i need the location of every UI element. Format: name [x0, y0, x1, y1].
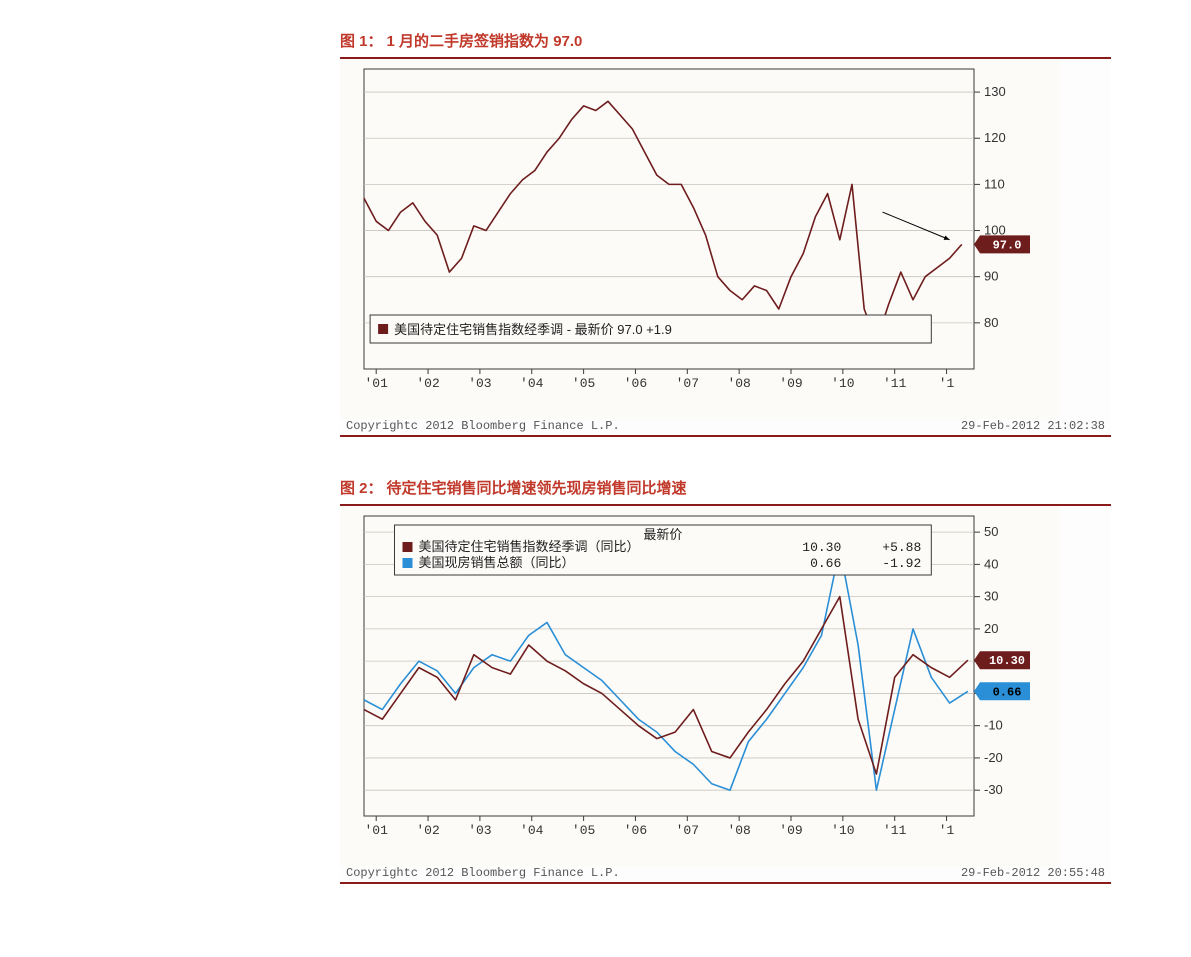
chart2-title-prefix: 图 2： [340, 480, 383, 497]
svg-text:50: 50 [984, 524, 998, 539]
svg-text:'09: '09 [779, 823, 802, 838]
svg-text:'08: '08 [727, 376, 750, 391]
svg-text:'07: '07 [676, 823, 699, 838]
svg-text:130: 130 [984, 84, 1006, 99]
svg-text:+5.88: +5.88 [882, 540, 921, 555]
svg-text:20: 20 [984, 621, 998, 636]
svg-text:40: 40 [984, 556, 998, 571]
svg-text:10.30: 10.30 [989, 654, 1025, 668]
svg-text:80: 80 [984, 315, 998, 330]
chart2-container: -30-20-1001020304050'01'02'03'04'05'06'0… [340, 504, 1111, 884]
svg-text:-1.92: -1.92 [882, 556, 921, 571]
svg-text:0.66: 0.66 [810, 556, 841, 571]
chart1-title: 图 1：1 月的二手房签销指数为 97.0 [340, 30, 1111, 51]
chart1-container: 80 90 100 110 120 130 '01 '02 '03 '04 '05 '06 '07 '08… [340, 57, 1111, 437]
svg-text:90: 90 [984, 269, 998, 284]
svg-text:10.30: 10.30 [802, 540, 841, 555]
svg-text:美国待定住宅销售指数经季调 - 最新价 97.0 +1: 美国待定住宅销售指数经季调 - 最新价 97.0 +1.9 [394, 322, 672, 337]
svg-text:-30: -30 [984, 782, 1003, 797]
chart1-svg: 80 90 100 110 120 130 '01 '02 '03 '04 '05 '06 '07 '08… [340, 59, 1060, 419]
svg-text:30: 30 [984, 589, 998, 604]
chart1-timestamp: 29-Feb-2012 21:02:38 [961, 419, 1105, 433]
svg-text:'10: '10 [831, 823, 854, 838]
svg-text:100: 100 [984, 223, 1006, 238]
chart1-title-text: 1 月的二手房签销指数为 97.0 [387, 33, 583, 50]
svg-text:120: 120 [984, 130, 1006, 145]
svg-text:'03: '03 [468, 376, 491, 391]
svg-text:'09: '09 [779, 376, 802, 391]
svg-text:-10: -10 [984, 718, 1003, 733]
svg-text:'05: '05 [572, 823, 595, 838]
svg-text:0.66: 0.66 [993, 685, 1022, 699]
svg-text:97.0: 97.0 [993, 238, 1022, 252]
svg-text:110: 110 [984, 176, 1005, 191]
svg-text:'06: '06 [624, 823, 647, 838]
chart2-copyright: Copyrightc 2012 Bloomberg Finance L.P. [346, 866, 620, 880]
svg-text:'02: '02 [416, 376, 439, 391]
chart2-title-text: 待定住宅销售同比增速领先现房销售同比增速 [387, 480, 687, 497]
svg-text:'01: '01 [364, 823, 388, 838]
chart2-title: 图 2：待定住宅销售同比增速领先现房销售同比增速 [340, 477, 1111, 498]
svg-text:'05: '05 [572, 376, 595, 391]
chart1-title-prefix: 图 1： [340, 33, 383, 50]
chart2-svg: -30-20-1001020304050'01'02'03'04'05'06'0… [340, 506, 1060, 866]
svg-text:'11: '11 [883, 823, 907, 838]
chart2-timestamp: 29-Feb-2012 20:55:48 [961, 866, 1105, 880]
svg-text:'08: '08 [727, 823, 750, 838]
svg-text:'11: '11 [883, 376, 907, 391]
svg-text:'01: '01 [364, 376, 388, 391]
svg-text:-20: -20 [984, 750, 1003, 765]
svg-text:'07: '07 [676, 376, 699, 391]
svg-text:'06: '06 [624, 376, 647, 391]
svg-text:最新价: 最新价 [643, 527, 682, 542]
svg-text:'10: '10 [831, 376, 854, 391]
svg-text:美国现房销售总额（同比）: 美国现房销售总额（同比） [419, 555, 575, 570]
svg-text:'1: '1 [939, 376, 955, 391]
svg-text:'04: '04 [520, 823, 544, 838]
svg-text:'02: '02 [416, 823, 439, 838]
svg-text:'1: '1 [939, 823, 955, 838]
svg-text:'04: '04 [520, 376, 544, 391]
svg-text:'03: '03 [468, 823, 491, 838]
chart1-copyright: Copyrightc 2012 Bloomberg Finance L.P. [346, 419, 620, 433]
svg-text:美国待定住宅销售指数经季调（同比）: 美国待定住宅销售指数经季调（同比） [419, 539, 640, 554]
